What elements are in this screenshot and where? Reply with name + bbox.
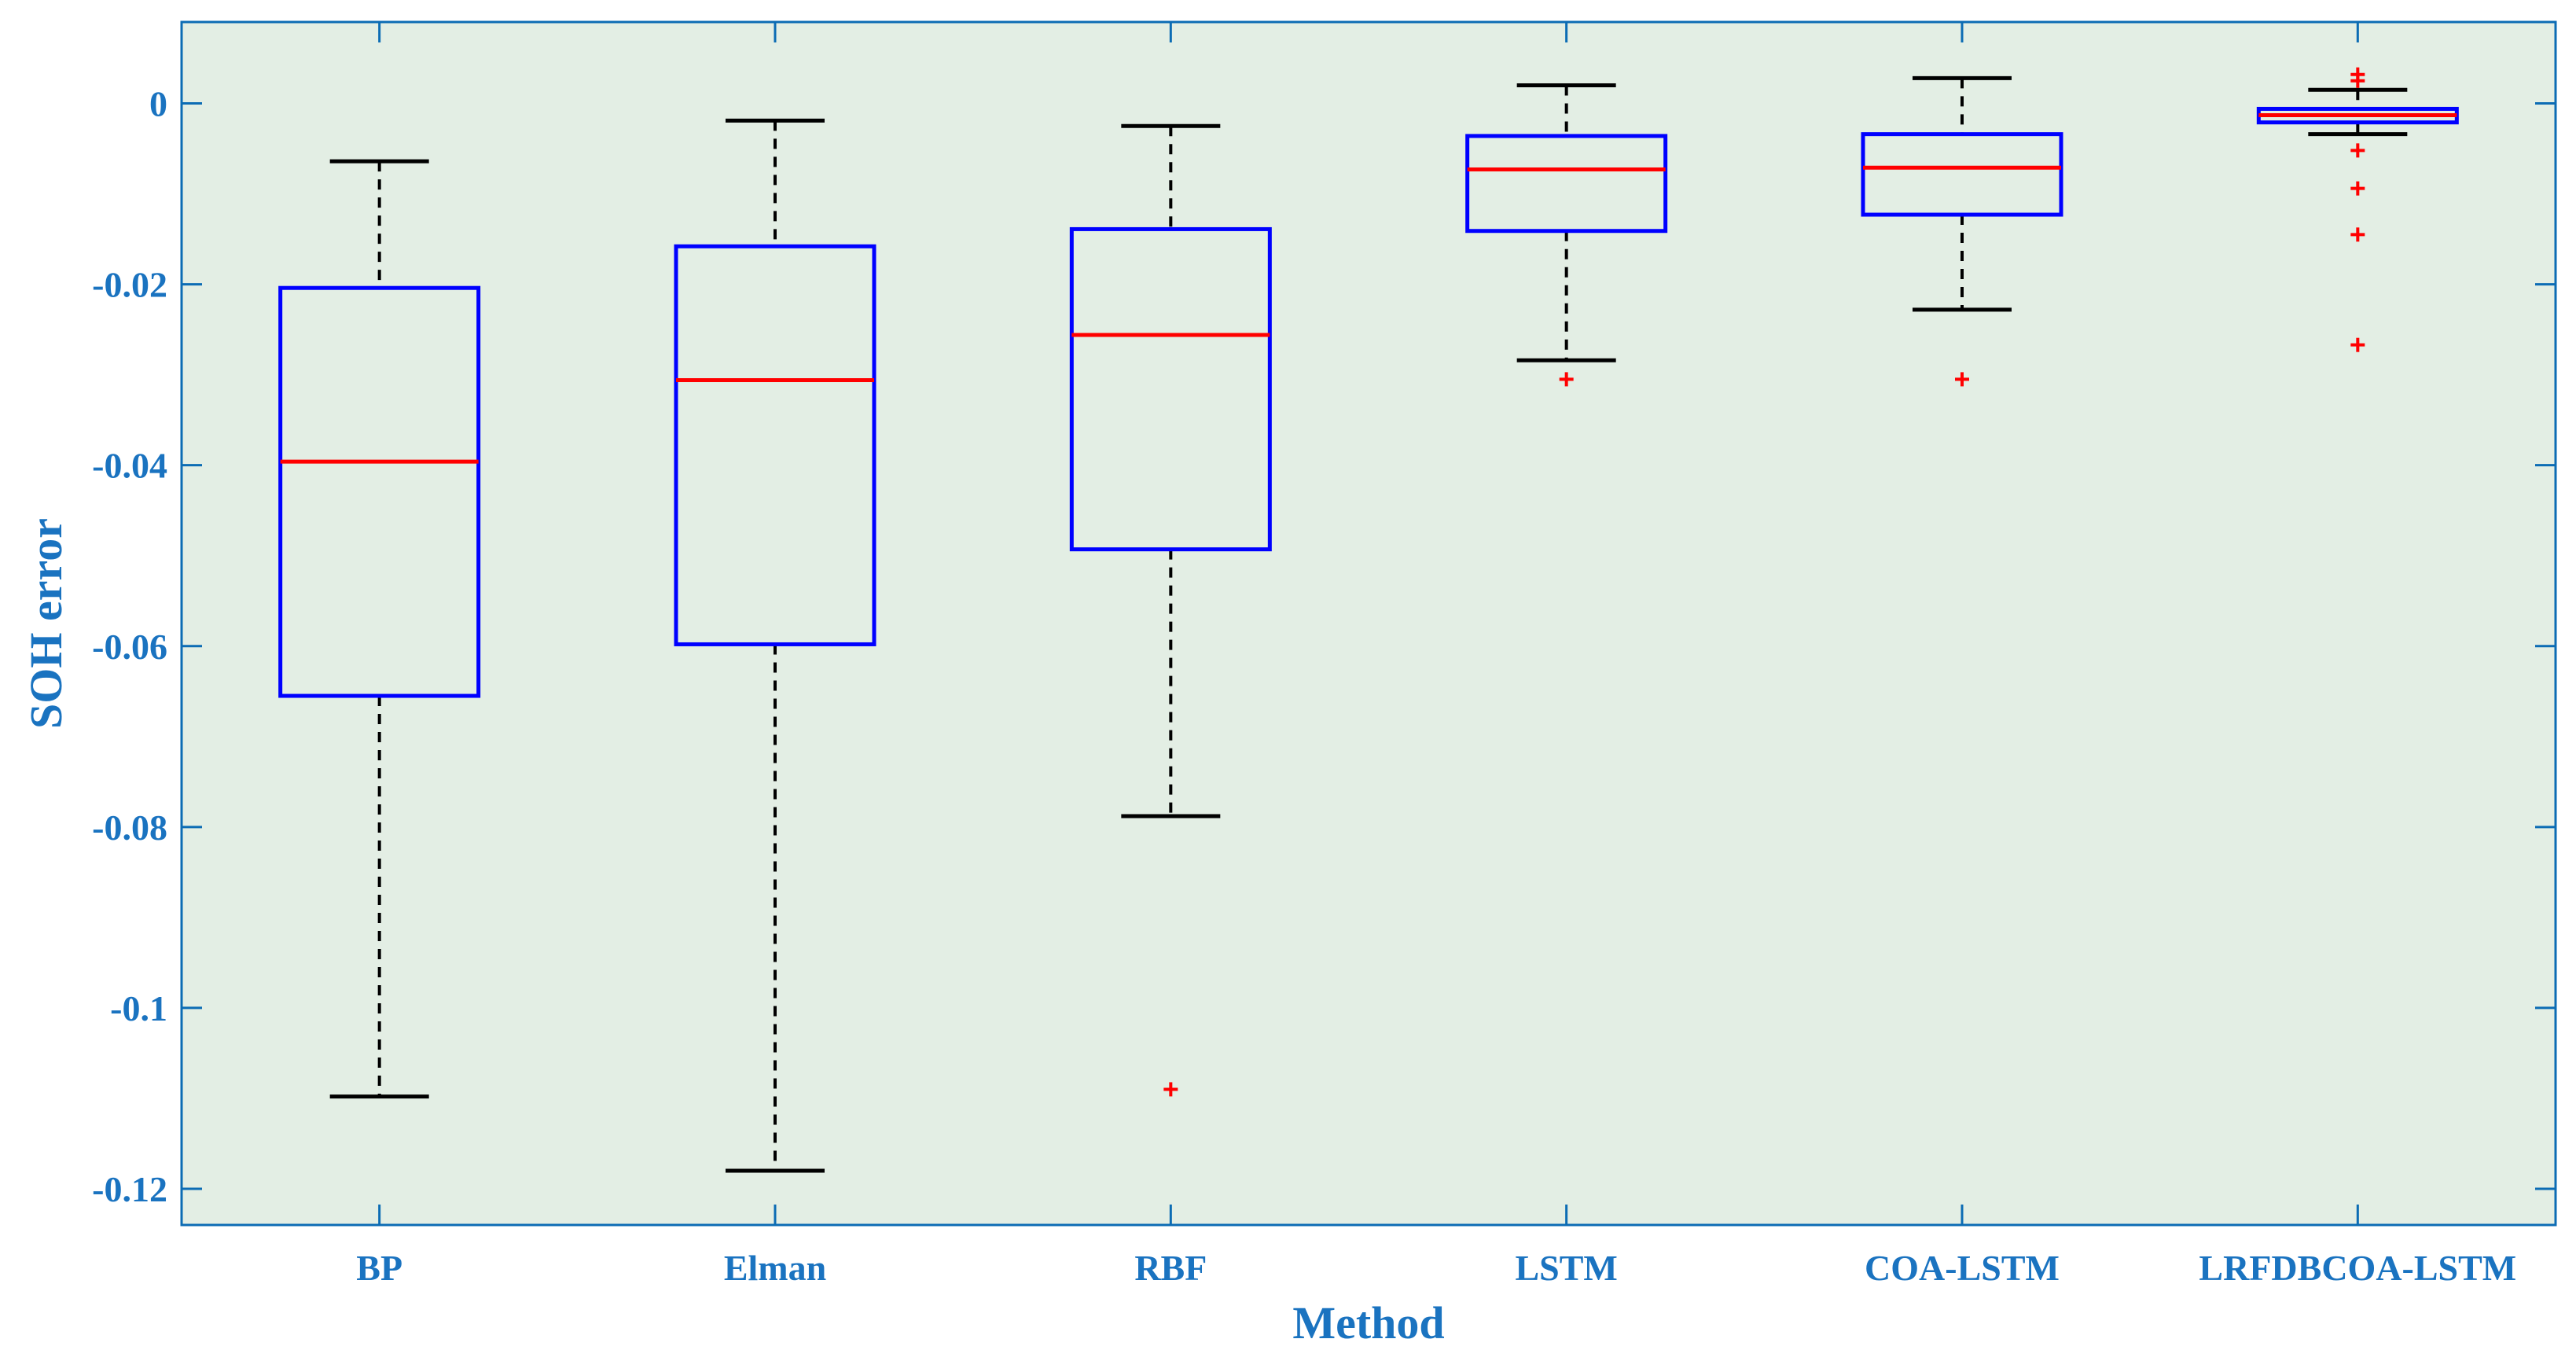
y-tick-label: -0.04 — [92, 446, 167, 486]
box-group-rbf — [1069, 123, 1272, 1097]
box-group-lrfdbcoa-lstm — [2256, 67, 2459, 352]
y-tick-label: -0.1 — [110, 988, 167, 1028]
outlier-marker — [2350, 73, 2365, 88]
y-tick-label: -0.06 — [92, 627, 167, 667]
x-axis-title: Method — [1292, 1297, 1444, 1348]
plot-area-background — [182, 22, 2556, 1225]
x-axis: BP Elman RBF LSTM COA-LSTM LRFDBCOA-LSTM — [356, 22, 2516, 1288]
outlier-marker — [2350, 337, 2365, 352]
plot-area-frame — [180, 20, 2557, 1227]
y-tick-label: -0.08 — [92, 807, 167, 848]
x-tick-label: BP — [356, 1248, 402, 1288]
x-tick-label: COA-LSTM — [1865, 1248, 2060, 1288]
y-tick-label: -0.02 — [92, 265, 167, 305]
iqr-box — [278, 285, 481, 698]
iqr-box — [674, 244, 876, 646]
box-group-elman — [674, 118, 876, 1173]
iqr-box — [1465, 134, 1668, 234]
outlier-marker — [1955, 372, 1969, 387]
box-group-bp — [278, 159, 481, 1099]
box-group-coa-lstm — [1861, 75, 2063, 387]
box-group-lstm — [1465, 83, 1668, 387]
outlier-marker — [1163, 1082, 1178, 1097]
outlier-marker — [1559, 372, 1574, 387]
x-tick-label: Elman — [724, 1248, 826, 1288]
outlier-marker — [2350, 143, 2365, 158]
outlier-marker — [2350, 227, 2365, 242]
x-tick-label: RBF — [1134, 1248, 1207, 1288]
y-tick-label: 0 — [149, 84, 167, 124]
y-axis: 0 -0.02 -0.04 -0.06 -0.08 -0.1 -0.12 — [92, 84, 2556, 1209]
iqr-box — [1069, 226, 1272, 552]
x-tick-label: LSTM — [1515, 1248, 1617, 1288]
y-axis-title: SOH error — [20, 518, 72, 729]
x-tick-label: LRFDBCOA-LSTM — [2199, 1248, 2516, 1288]
boxes-layer — [278, 67, 2459, 1173]
y-tick-label: -0.12 — [92, 1169, 167, 1209]
iqr-box — [1861, 132, 2063, 217]
outlier-marker — [2350, 181, 2365, 196]
